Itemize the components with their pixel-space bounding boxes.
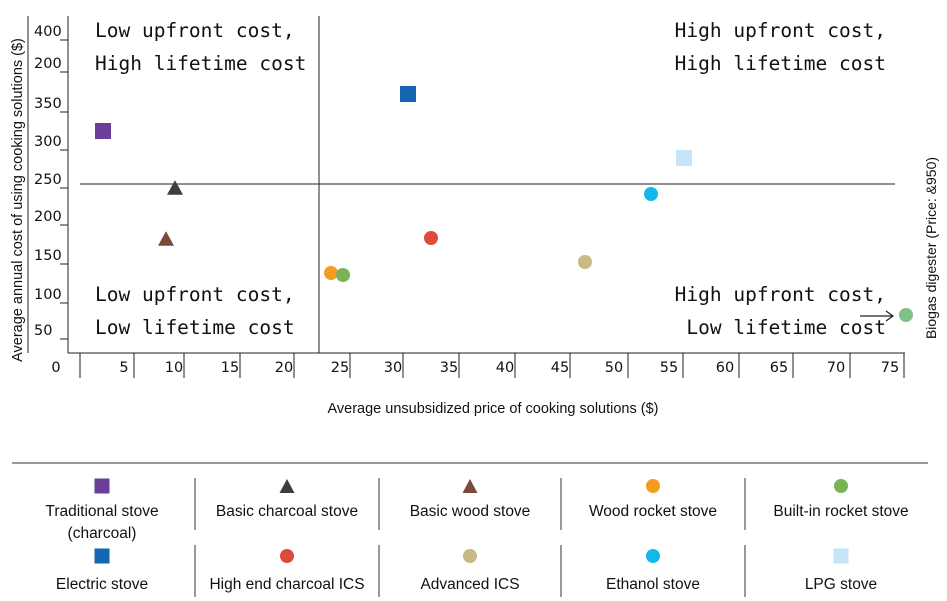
- legend-label: High end charcoal ICS: [209, 576, 364, 593]
- outlier-arrowhead: [885, 310, 895, 322]
- quadrant-label-top-left: High lifetime cost: [95, 52, 306, 75]
- legend-marker: [94, 478, 110, 494]
- legend-marker: [834, 479, 848, 493]
- x-tick-label: 0: [51, 360, 60, 376]
- outlier-note: Biogas digester (Price: &950): [923, 157, 939, 339]
- x-tick-label: 10: [165, 360, 183, 376]
- data-point: [158, 231, 174, 246]
- data-point: [400, 86, 416, 102]
- legend-marker: [279, 479, 295, 493]
- y-tick-label: 350: [34, 96, 62, 112]
- y-tick-label: 300: [34, 134, 62, 150]
- legend-marker: [646, 549, 660, 563]
- x-tick-label: 45: [551, 360, 569, 376]
- y-axis-title: Average annual cost of using cooking sol…: [10, 38, 26, 362]
- x-tick-label: 40: [496, 360, 514, 376]
- data-point: [336, 268, 350, 282]
- x-axis-title: Average unsubsidized price of cooking so…: [327, 401, 658, 417]
- legend-label: Ethanol stove: [606, 576, 700, 593]
- x-tick-label: 50: [605, 360, 623, 376]
- y-tick-label: 50: [34, 323, 52, 339]
- legend-label: Basic wood stove: [410, 503, 531, 520]
- legend-marker: [280, 549, 294, 563]
- data-point: [644, 187, 658, 201]
- y-tick-label: 400: [34, 24, 62, 40]
- legend-marker: [463, 549, 477, 563]
- y-tick-label: 150: [34, 248, 62, 264]
- x-tick-label: 5: [119, 360, 128, 376]
- legend-marker: [462, 479, 478, 493]
- legend-label: Built-in rocket stove: [773, 503, 908, 520]
- legend-label: LPG stove: [805, 576, 877, 593]
- quadrant-label-top-left: Low upfront cost,: [95, 19, 295, 42]
- quadrant-label-top-right: High lifetime cost: [675, 52, 886, 75]
- x-tick-label: 15: [221, 360, 239, 376]
- x-tick-label: 30: [384, 360, 402, 376]
- x-tick-label: 25: [331, 360, 349, 376]
- x-tick-label: 55: [660, 360, 678, 376]
- data-point: [899, 308, 913, 322]
- legend-marker: [833, 548, 849, 564]
- data-point: [324, 266, 338, 280]
- legend: Traditional stove (charcoal) Basic charcoa…: [12, 462, 928, 597]
- y-tick-label: 200: [34, 56, 62, 72]
- legend-label: Wood rocket stove: [589, 503, 717, 520]
- legend-marker: [94, 548, 110, 564]
- plot-area: 400 200 350 300 250 200 150 100 50 0 5 10 15 20 25 30 35…: [10, 16, 939, 417]
- x-tick-label: 70: [827, 360, 845, 376]
- y-tick-label: 200: [34, 209, 62, 225]
- x-tick-label: 75: [881, 360, 899, 376]
- x-tick-label: 35: [440, 360, 458, 376]
- y-tick-label: 100: [34, 287, 62, 303]
- quadrant-label-bottom-right: High upfront cost,: [675, 283, 886, 306]
- data-point: [578, 255, 592, 269]
- x-tick-label: 60: [716, 360, 734, 376]
- legend-marker: [646, 479, 660, 493]
- quadrant-label-top-right: High upfront cost,: [675, 19, 886, 42]
- x-tick-label: 65: [770, 360, 788, 376]
- quadrant-label-bottom-left: Low upfront cost,: [95, 283, 295, 306]
- quadrant-label-bottom-left: Low lifetime cost: [95, 316, 295, 339]
- legend-label: (charcoal): [68, 525, 137, 542]
- legend-label: Electric stove: [56, 576, 148, 593]
- legend-label: Traditional stove: [45, 503, 158, 520]
- data-point: [167, 180, 183, 195]
- y-tick-label: 250: [34, 172, 62, 188]
- data-point: [424, 231, 438, 245]
- quadrant-label-bottom-right: Low lifetime cost: [686, 316, 886, 339]
- data-point: [676, 150, 692, 166]
- legend-label: Advanced ICS: [420, 576, 519, 593]
- data-point: [95, 123, 111, 139]
- x-tick-label: 20: [275, 360, 293, 376]
- legend-label: Basic charcoal stove: [216, 503, 358, 520]
